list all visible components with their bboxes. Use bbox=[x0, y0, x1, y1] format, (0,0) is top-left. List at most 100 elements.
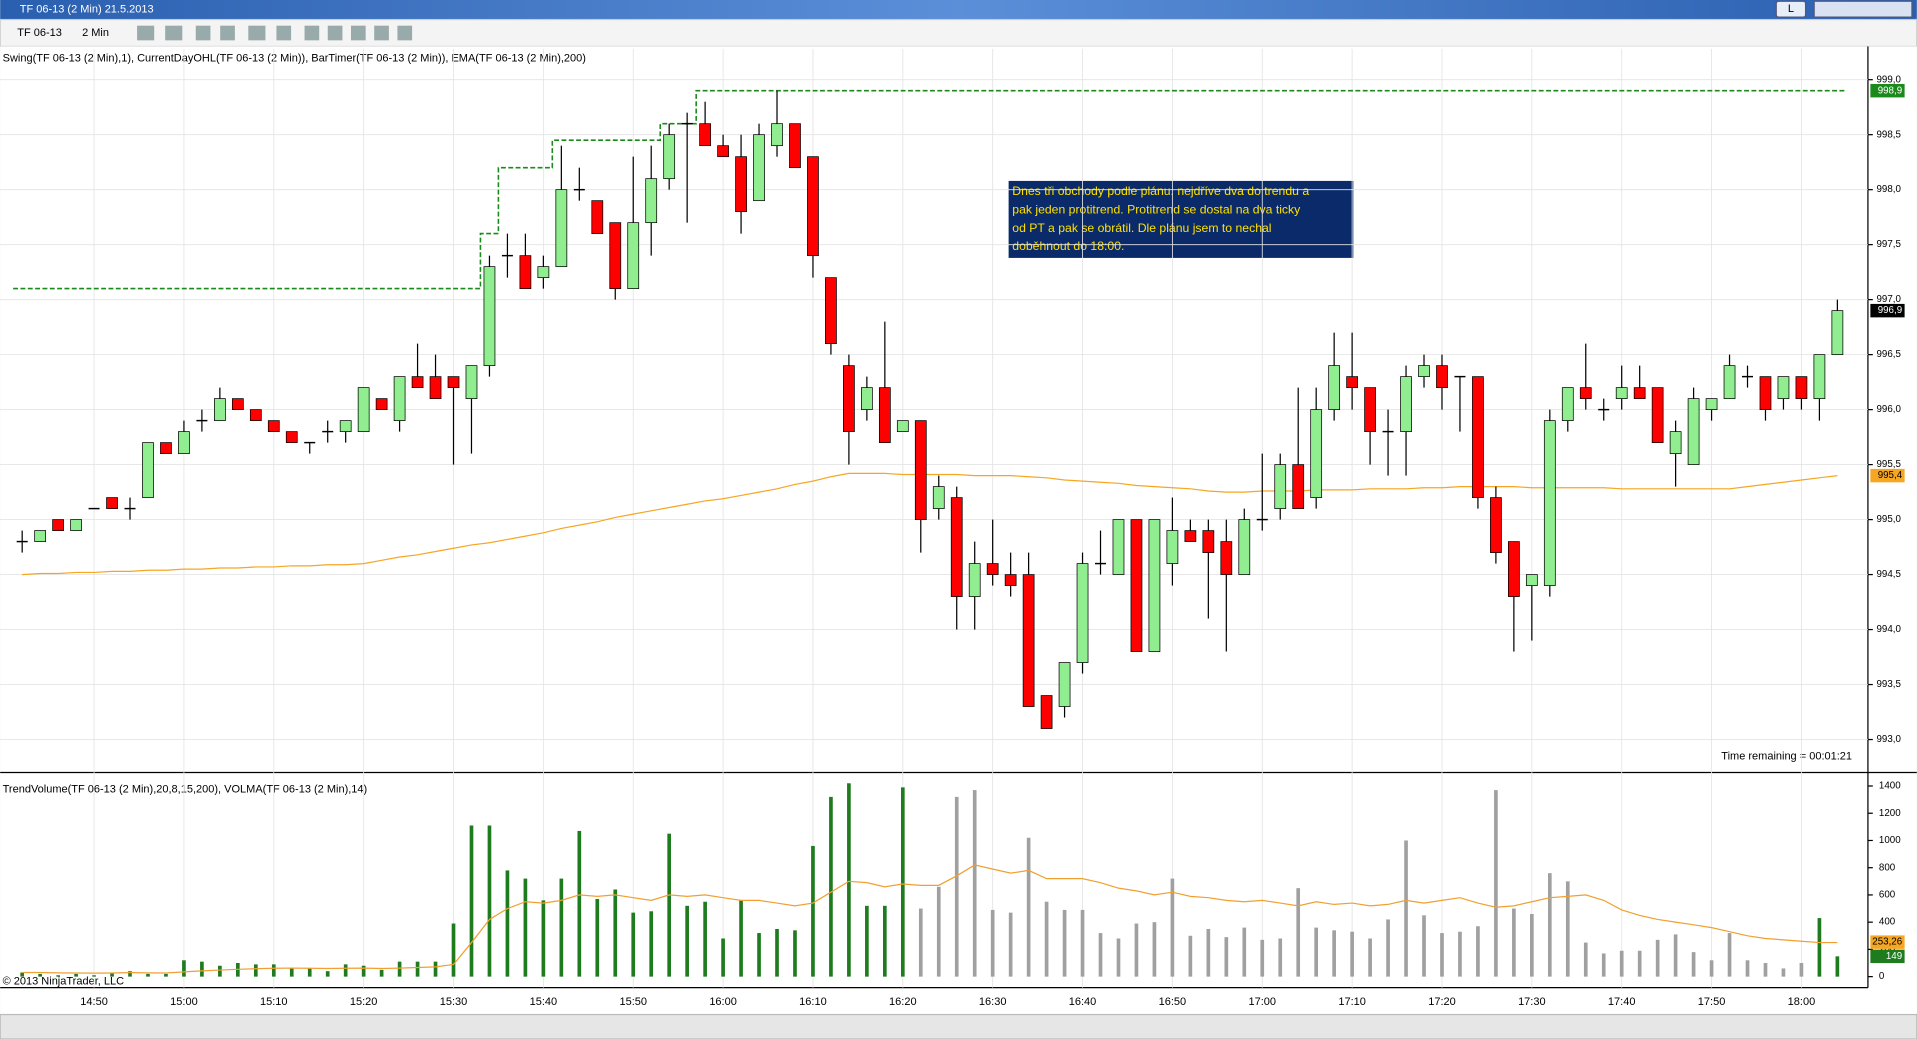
volume-bar bbox=[128, 971, 132, 977]
candle-body bbox=[1400, 376, 1412, 432]
candle-body bbox=[717, 145, 729, 158]
volume-bar bbox=[20, 972, 25, 977]
y-tick-label: 1000 bbox=[1879, 835, 1901, 846]
volume-bar bbox=[541, 900, 546, 977]
volume-bar bbox=[146, 973, 150, 977]
volume-bar bbox=[1422, 915, 1426, 977]
axis-value-label: 149 bbox=[1886, 951, 1902, 962]
volume-bar bbox=[1673, 934, 1678, 977]
volume-bar bbox=[721, 938, 725, 977]
annotation-box bbox=[1008, 180, 1354, 258]
volume-bar bbox=[397, 961, 402, 977]
volume-bar bbox=[990, 909, 995, 977]
volume-bar bbox=[1619, 950, 1624, 977]
volume-bar bbox=[343, 964, 348, 977]
candle-body bbox=[1615, 387, 1628, 399]
instrument-selector[interactable]: TF 06-13 bbox=[17, 27, 62, 39]
window-controls[interactable] bbox=[1813, 0, 1913, 18]
volume-bar bbox=[56, 975, 60, 977]
candle-body bbox=[1004, 574, 1017, 586]
volume-bar bbox=[487, 825, 492, 977]
x-tick-label: 15:00 bbox=[170, 996, 198, 1008]
candle-body bbox=[1238, 519, 1251, 575]
candle-body bbox=[375, 398, 388, 410]
interval-selector[interactable]: 2 Min bbox=[82, 27, 109, 39]
x-tick-label: 15:50 bbox=[619, 996, 647, 1008]
x-tick-label: 16:20 bbox=[889, 996, 917, 1008]
volume-bar bbox=[829, 796, 833, 977]
axis-value-marker bbox=[1870, 303, 1905, 318]
x-tick-label: 15:30 bbox=[440, 996, 468, 1008]
candle-body bbox=[1705, 398, 1718, 410]
y-tick-label: 994,5 bbox=[1876, 569, 1901, 580]
volume-bar bbox=[1368, 938, 1372, 977]
volume-bar bbox=[1296, 888, 1301, 977]
candle-body bbox=[1328, 365, 1341, 410]
volume-bar bbox=[74, 973, 78, 977]
volume-bar bbox=[847, 783, 851, 977]
candle-body bbox=[267, 420, 280, 432]
y-tick-label: 994,0 bbox=[1876, 624, 1901, 635]
y-tick-label: 999,0 bbox=[1876, 74, 1901, 85]
volume-bar bbox=[685, 905, 689, 977]
candle-body bbox=[627, 222, 640, 290]
y-tick-label: 400 bbox=[1879, 917, 1896, 928]
axis-value-marker bbox=[1870, 935, 1905, 949]
candle-body bbox=[914, 420, 927, 520]
volume-bar bbox=[954, 796, 959, 977]
candle-body bbox=[609, 222, 622, 290]
volume-bar bbox=[325, 971, 330, 977]
candle-body bbox=[519, 255, 532, 290]
candle-body bbox=[231, 398, 244, 410]
volume-bar bbox=[1799, 963, 1804, 977]
candle-body bbox=[986, 563, 999, 575]
candle-body bbox=[1310, 409, 1323, 498]
candle-body bbox=[1436, 365, 1448, 388]
candle-body bbox=[1508, 541, 1520, 597]
volume-bar bbox=[1835, 956, 1840, 977]
candle-body bbox=[1723, 365, 1736, 399]
candle-body bbox=[429, 376, 442, 399]
candle-body bbox=[1040, 695, 1053, 729]
bar-timer: Time remaining = 00:01:21 bbox=[1721, 751, 1852, 763]
y-tick-label: 997,5 bbox=[1876, 239, 1901, 250]
y-tick-label: 993,0 bbox=[1876, 734, 1901, 745]
layout-button[interactable] bbox=[1775, 0, 1807, 18]
y-tick-label: 993,5 bbox=[1876, 679, 1901, 690]
volume-bar bbox=[1547, 873, 1552, 977]
volume-bar bbox=[1026, 837, 1031, 977]
volume-bar bbox=[1637, 950, 1642, 977]
candle-body bbox=[1633, 387, 1646, 399]
x-tick-label: 17:10 bbox=[1338, 996, 1366, 1008]
candle-body bbox=[663, 134, 676, 180]
candle-body bbox=[411, 376, 424, 388]
volume-bar bbox=[918, 908, 923, 977]
volume-bar bbox=[775, 928, 779, 977]
volume-bar bbox=[182, 960, 186, 977]
volume-bar bbox=[92, 975, 96, 977]
candle-body bbox=[1076, 563, 1089, 663]
candle-body bbox=[1579, 387, 1592, 399]
candle-body bbox=[1472, 376, 1484, 498]
candle-body bbox=[1058, 662, 1071, 707]
candle-body bbox=[70, 519, 82, 531]
volume-bar bbox=[505, 870, 510, 977]
volume-bar bbox=[793, 930, 797, 977]
volume-bar bbox=[218, 965, 222, 977]
volume-bar bbox=[523, 878, 528, 977]
candle-body bbox=[1759, 376, 1772, 410]
candle-body bbox=[142, 442, 154, 498]
x-tick-label: 16:40 bbox=[1069, 996, 1097, 1008]
candle-body bbox=[1651, 387, 1664, 443]
candle-body bbox=[393, 376, 406, 421]
layout-button-label: L bbox=[1788, 3, 1794, 15]
candle-body bbox=[1543, 420, 1556, 586]
toolbar bbox=[0, 18, 1917, 48]
volume-bar bbox=[253, 964, 258, 977]
scrollbar[interactable] bbox=[0, 1013, 1917, 1039]
x-tick-label: 16:50 bbox=[1159, 996, 1187, 1008]
candle-body bbox=[735, 156, 747, 213]
candle-body bbox=[753, 134, 765, 202]
volume-bar bbox=[1170, 878, 1175, 977]
